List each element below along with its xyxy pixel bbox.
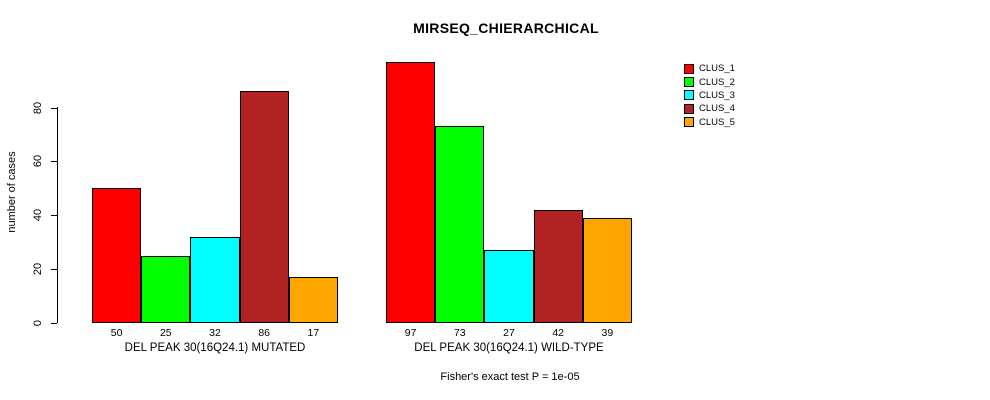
legend-item-clus_2: CLUS_2 bbox=[684, 75, 735, 88]
y-tick-mark bbox=[51, 161, 57, 163]
bar-value-label: 86 bbox=[258, 327, 271, 339]
y-tick-label: 20 bbox=[32, 263, 44, 276]
legend-label: CLUS_5 bbox=[699, 116, 735, 128]
y-tick-mark bbox=[51, 107, 57, 109]
legend-label: CLUS_3 bbox=[699, 89, 735, 101]
bar-value-label: 73 bbox=[453, 327, 466, 339]
bar-value-label: 27 bbox=[503, 327, 515, 339]
bar-value-label: 50 bbox=[110, 327, 123, 339]
fisher-test-footnote: Fisher's exact test P = 1e-05 bbox=[440, 371, 580, 383]
chart-title: MIRSEQ_CHIERARCHICAL bbox=[413, 20, 599, 36]
legend-label: CLUS_2 bbox=[699, 76, 735, 88]
bar-value-label: 42 bbox=[552, 327, 565, 339]
legend-item-clus_3: CLUS_3 bbox=[684, 89, 735, 102]
group-label-mutated: DEL PEAK 30(16Q24.1) MUTATED bbox=[124, 342, 306, 354]
bar-clus_5-group1 bbox=[288, 277, 338, 323]
legend-swatch bbox=[684, 90, 694, 101]
bar-clus_1-group2 bbox=[386, 61, 436, 323]
y-tick-label: 60 bbox=[32, 155, 44, 168]
y-tick-mark bbox=[51, 215, 57, 217]
group-label-wildtype: DEL PEAK 30(16Q24.1) WILD-TYPE bbox=[414, 342, 604, 354]
bar-value-label: 32 bbox=[209, 327, 221, 339]
bar-value-label: 39 bbox=[601, 327, 614, 339]
y-axis-title: number of cases bbox=[6, 151, 18, 233]
legend-label: CLUS_1 bbox=[699, 63, 735, 75]
legend-item-clus_5: CLUS_5 bbox=[684, 116, 735, 129]
bar-value-label: 25 bbox=[159, 327, 172, 339]
y-tick-label: 80 bbox=[32, 101, 44, 114]
legend-swatch bbox=[684, 117, 694, 128]
legend-swatch bbox=[684, 77, 694, 88]
bar-clus_5-group2 bbox=[582, 217, 632, 323]
y-tick-mark bbox=[51, 269, 57, 271]
y-tick-label: 0 bbox=[32, 319, 44, 327]
y-tick-mark bbox=[51, 323, 57, 324]
bar-clus_3-group1 bbox=[190, 236, 240, 323]
legend-swatch bbox=[684, 63, 694, 74]
y-axis-line bbox=[57, 107, 58, 323]
bar-clus_4-group1 bbox=[239, 91, 289, 323]
legend-swatch bbox=[684, 103, 694, 114]
bar-clus_4-group2 bbox=[533, 209, 583, 323]
bar-clus_2-group1 bbox=[141, 255, 191, 323]
y-tick-label: 40 bbox=[32, 209, 44, 222]
legend-item-clus_1: CLUS_1 bbox=[684, 62, 735, 75]
bar-clus_3-group2 bbox=[484, 250, 534, 323]
legend: CLUS_1 CLUS_2 CLUS_3 CLUS_4 CLUS_5 bbox=[684, 62, 735, 129]
bar-clus_2-group2 bbox=[435, 126, 485, 323]
legend-item-clus_4: CLUS_4 bbox=[684, 102, 735, 115]
bar-clus_1-group1 bbox=[92, 188, 142, 323]
legend-label: CLUS_4 bbox=[699, 103, 735, 115]
bar-value-label: 97 bbox=[404, 327, 417, 339]
bar-value-label: 17 bbox=[307, 327, 320, 339]
